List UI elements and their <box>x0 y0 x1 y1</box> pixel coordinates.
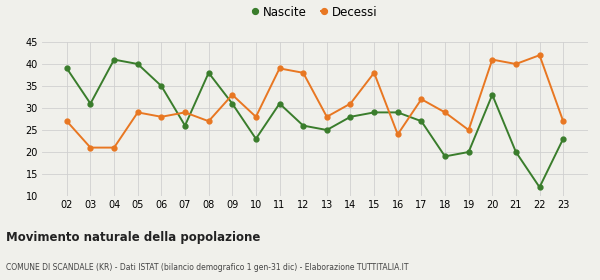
Nascite <box>536 186 543 189</box>
Decessi <box>465 128 472 132</box>
Nascite <box>134 62 142 66</box>
Decessi <box>347 102 354 105</box>
Legend: Nascite, Decessi: Nascite, Decessi <box>248 1 382 24</box>
Nascite <box>253 137 260 141</box>
Decessi <box>488 58 496 61</box>
Nascite <box>63 67 70 70</box>
Nascite <box>465 150 472 154</box>
Nascite <box>418 120 425 123</box>
Decessi <box>418 97 425 101</box>
Decessi <box>299 71 307 74</box>
Decessi <box>63 120 70 123</box>
Decessi <box>110 146 118 149</box>
Line: Nascite: Nascite <box>64 57 566 190</box>
Nascite <box>442 155 449 158</box>
Line: Decessi: Decessi <box>64 53 566 150</box>
Decessi <box>181 111 188 114</box>
Decessi <box>323 115 331 118</box>
Decessi <box>87 146 94 149</box>
Decessi <box>134 111 142 114</box>
Decessi <box>158 115 165 118</box>
Decessi <box>253 115 260 118</box>
Nascite <box>370 111 377 114</box>
Nascite <box>488 93 496 97</box>
Nascite <box>229 102 236 105</box>
Decessi <box>512 62 520 66</box>
Decessi <box>560 120 567 123</box>
Nascite <box>158 84 165 88</box>
Text: COMUNE DI SCANDALE (KR) - Dati ISTAT (bilancio demografico 1 gen-31 dic) - Elabo: COMUNE DI SCANDALE (KR) - Dati ISTAT (bi… <box>6 263 409 272</box>
Nascite <box>205 71 212 74</box>
Nascite <box>394 111 401 114</box>
Decessi <box>229 93 236 97</box>
Nascite <box>560 137 567 141</box>
Decessi <box>536 53 543 57</box>
Nascite <box>110 58 118 61</box>
Decessi <box>370 71 377 74</box>
Decessi <box>276 67 283 70</box>
Nascite <box>299 124 307 127</box>
Nascite <box>276 102 283 105</box>
Nascite <box>347 115 354 118</box>
Nascite <box>512 150 520 154</box>
Decessi <box>205 120 212 123</box>
Text: Movimento naturale della popolazione: Movimento naturale della popolazione <box>6 231 260 244</box>
Decessi <box>442 111 449 114</box>
Nascite <box>181 124 188 127</box>
Nascite <box>87 102 94 105</box>
Decessi <box>394 133 401 136</box>
Nascite <box>323 128 331 132</box>
